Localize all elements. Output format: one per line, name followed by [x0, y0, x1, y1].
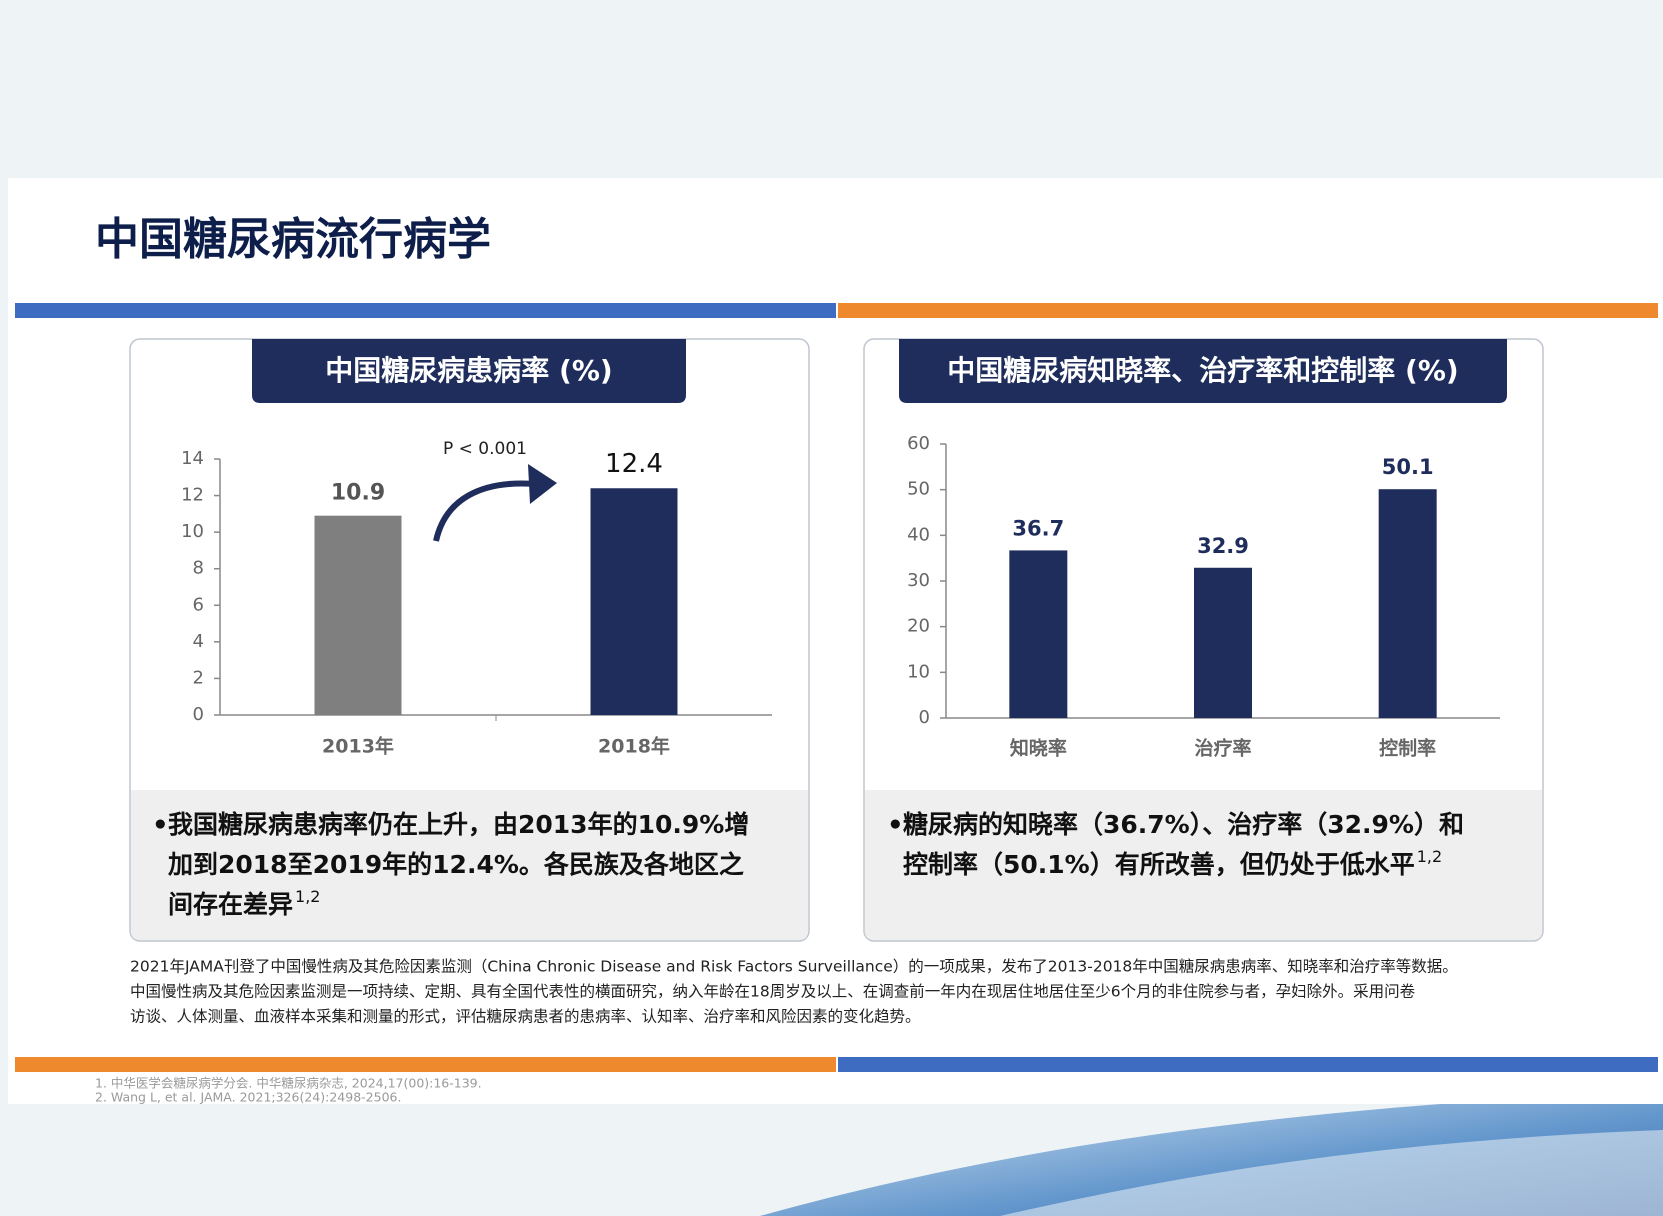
x-tick-label: 治疗率 — [1194, 737, 1251, 760]
bullet-dot: • — [152, 811, 169, 841]
trend-arrowhead — [528, 464, 557, 504]
value-label: 50.1 — [1382, 455, 1434, 479]
panel-footer — [131, 790, 808, 940]
bullet-text: 控制率（50.1%）有所改善，但仍处于低水平 — [903, 850, 1415, 879]
panel-footer — [865, 790, 1542, 940]
slide-title: 中国糖尿病流行病学 — [95, 214, 491, 265]
bullet-line: 糖尿病的知晓率（36.7%）、治疗率（32.9%）和 — [903, 810, 1464, 839]
x-tick-label: 2013年 — [322, 735, 394, 758]
bar — [1009, 550, 1068, 718]
x-tick-label: 知晓率 — [1010, 737, 1067, 760]
stripe — [838, 1057, 1658, 1072]
y-tick-label: 60 — [907, 433, 930, 454]
bullet-dot: • — [887, 811, 904, 841]
y-tick-label: 2 — [193, 667, 204, 688]
superscript: 1,2 — [295, 887, 320, 906]
reference: 1. 中华医学会糖尿病学分会. 中华糖尿病杂志, 2024,17(00):16-… — [95, 1076, 482, 1091]
bullet-line: 加到2018至2019年的12.4%。各民族及各地区之 — [167, 850, 744, 879]
y-tick-label: 0 — [919, 707, 930, 728]
reference: 2. Wang L, et al. JAMA. 2021;326(24):249… — [95, 1090, 401, 1105]
bar — [590, 488, 678, 715]
bullet-text: 加到2018至2019年的12.4%。各民族及各地区之 — [167, 850, 744, 879]
bar — [1378, 489, 1437, 718]
stripe — [15, 1057, 836, 1072]
value-label: 36.7 — [1012, 516, 1064, 540]
superscript: 1,2 — [1417, 847, 1442, 866]
note-line: 中国慢性病及其危险因素监测是一项持续、定期、具有全国代表性的横面研究，纳入年龄在… — [130, 982, 1416, 1001]
y-tick-label: 50 — [907, 479, 930, 500]
chart-title: 中国糖尿病知晓率、治疗率和控制率 (%) — [947, 354, 1458, 387]
y-tick-label: 10 — [907, 661, 930, 682]
bullet-text: 我国糖尿病患病率仍在上升，由2013年的10.9%增 — [168, 810, 749, 839]
decor-wave — [1000, 1130, 1663, 1216]
bar — [314, 515, 402, 715]
x-tick-label: 控制率 — [1379, 737, 1436, 760]
y-tick-label: 14 — [181, 448, 204, 469]
y-tick-label: 10 — [181, 521, 204, 542]
y-tick-label: 6 — [193, 594, 204, 615]
y-tick-label: 40 — [907, 524, 930, 545]
y-tick-label: 20 — [907, 616, 930, 637]
y-tick-label: 0 — [193, 704, 204, 725]
note-line: 访谈、人体测量、血液样本采集和测量的形式，评估糖尿病患者的患病率、认知率、治疗率… — [130, 1008, 921, 1026]
bullet-line: 控制率（50.1%）有所改善，但仍处于低水平 1,2 — [903, 847, 1442, 880]
panel-header — [899, 339, 1507, 403]
y-tick-label: 4 — [193, 631, 204, 652]
value-label: 32.9 — [1197, 534, 1249, 558]
y-tick-label: 8 — [193, 558, 204, 579]
value-label: 10.9 — [331, 481, 385, 506]
bullet-text: 糖尿病的知晓率（36.7%）、治疗率（32.9%）和 — [903, 810, 1464, 839]
chart-title: 中国糖尿病患病率 (%) — [325, 354, 612, 387]
x-tick-label: 2018年 — [598, 735, 670, 758]
bullet-text: 间存在差异 — [168, 890, 293, 919]
bullet-line: 间存在差异 1,2 — [168, 887, 320, 920]
bullet-line: 我国糖尿病患病率仍在上升，由2013年的10.9%增 — [168, 810, 749, 839]
panel-header — [252, 339, 686, 403]
y-tick-label: 12 — [181, 485, 204, 506]
note-line: 2021年JAMA刊登了中国慢性病及其危险因素监测（China Chronic … — [130, 958, 1458, 976]
annotation: P < 0.001 — [443, 439, 527, 459]
stripe — [15, 303, 836, 318]
bullets: • 我国糖尿病患病率仍在上升，由2013年的10.9%增加到2018至2019年的… — [152, 810, 1464, 919]
trend-arrow — [433, 480, 536, 542]
value-label: 12.4 — [605, 449, 663, 479]
stripe — [838, 303, 1658, 318]
y-tick-label: 30 — [907, 570, 930, 591]
bar — [1194, 567, 1252, 718]
